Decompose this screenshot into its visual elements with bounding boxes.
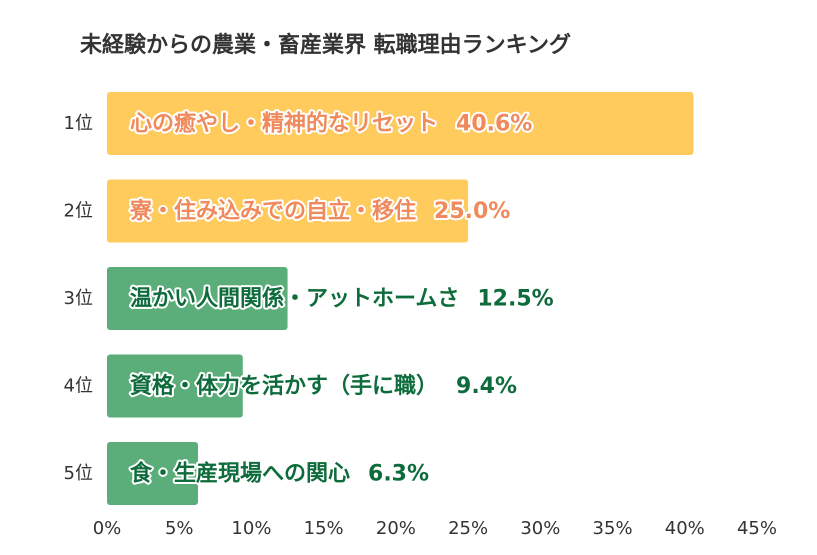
reason-text-5: 食・生産現場への関心 — [130, 460, 350, 486]
value-label-5: 6.3% — [368, 461, 429, 486]
bar-rank-1 — [107, 92, 694, 155]
x-tick-label: 25% — [448, 518, 488, 539]
x-tick-label: 0% — [93, 518, 122, 539]
bar-label-5: 食・生産現場への関心 6.3% — [130, 460, 429, 486]
x-tick-label: 45% — [737, 518, 777, 539]
value-label-4: 9.4% — [456, 374, 517, 399]
x-tick-label: 30% — [520, 518, 560, 539]
rank-label-5: 5位 — [64, 463, 93, 484]
reason-text-1: 心の癒やし・精神的なリセット — [130, 110, 438, 136]
x-tick-label: 5% — [165, 518, 194, 539]
rank-label-4: 4位 — [64, 376, 93, 397]
value-label-3: 12.5% — [477, 286, 553, 311]
bar-label-3: 温かい人間関係・アットホームさ 12.5% — [130, 286, 554, 311]
chart-title: 未経験からの農業・畜産業界 転職理由ランキング — [80, 32, 571, 58]
x-tick-label: 35% — [593, 518, 633, 539]
x-tick-label: 20% — [376, 518, 416, 539]
rank-label-1: 1位 — [64, 113, 93, 134]
value-label-2: 25.0% — [434, 199, 510, 224]
x-tick-label: 40% — [665, 518, 705, 539]
x-tick-label: 10% — [231, 518, 271, 539]
reason-text-4: 資格・体力を活かす（手に職） — [130, 373, 438, 399]
bar-rank-2 — [107, 179, 469, 243]
bar-rank-4 — [107, 354, 243, 418]
value-label-1: 40.6% — [456, 111, 532, 136]
x-tick-label: 15% — [304, 518, 344, 539]
bar-label-4: 資格・体力を活かす（手に職） 9.4% — [130, 373, 517, 399]
reason-text-2: 寮・住み込みでの自立・移住 — [129, 198, 416, 224]
bar-label-1: 心の癒やし・精神的なリセット 40.6% — [130, 110, 532, 136]
rank-label-2: 2位 — [64, 201, 93, 222]
bar-rank-3 — [107, 267, 288, 330]
rank-label-3: 3位 — [64, 288, 93, 309]
bar-label-2: 寮・住み込みでの自立・移住 25.0% — [129, 198, 510, 224]
bar-rank-5 — [107, 442, 198, 505]
reason-text-3: 温かい人間関係・アットホームさ — [130, 286, 459, 311]
